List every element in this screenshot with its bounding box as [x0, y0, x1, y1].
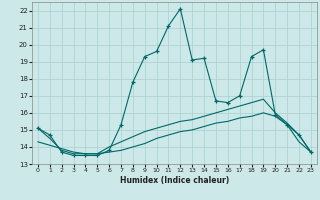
X-axis label: Humidex (Indice chaleur): Humidex (Indice chaleur) [120, 176, 229, 185]
